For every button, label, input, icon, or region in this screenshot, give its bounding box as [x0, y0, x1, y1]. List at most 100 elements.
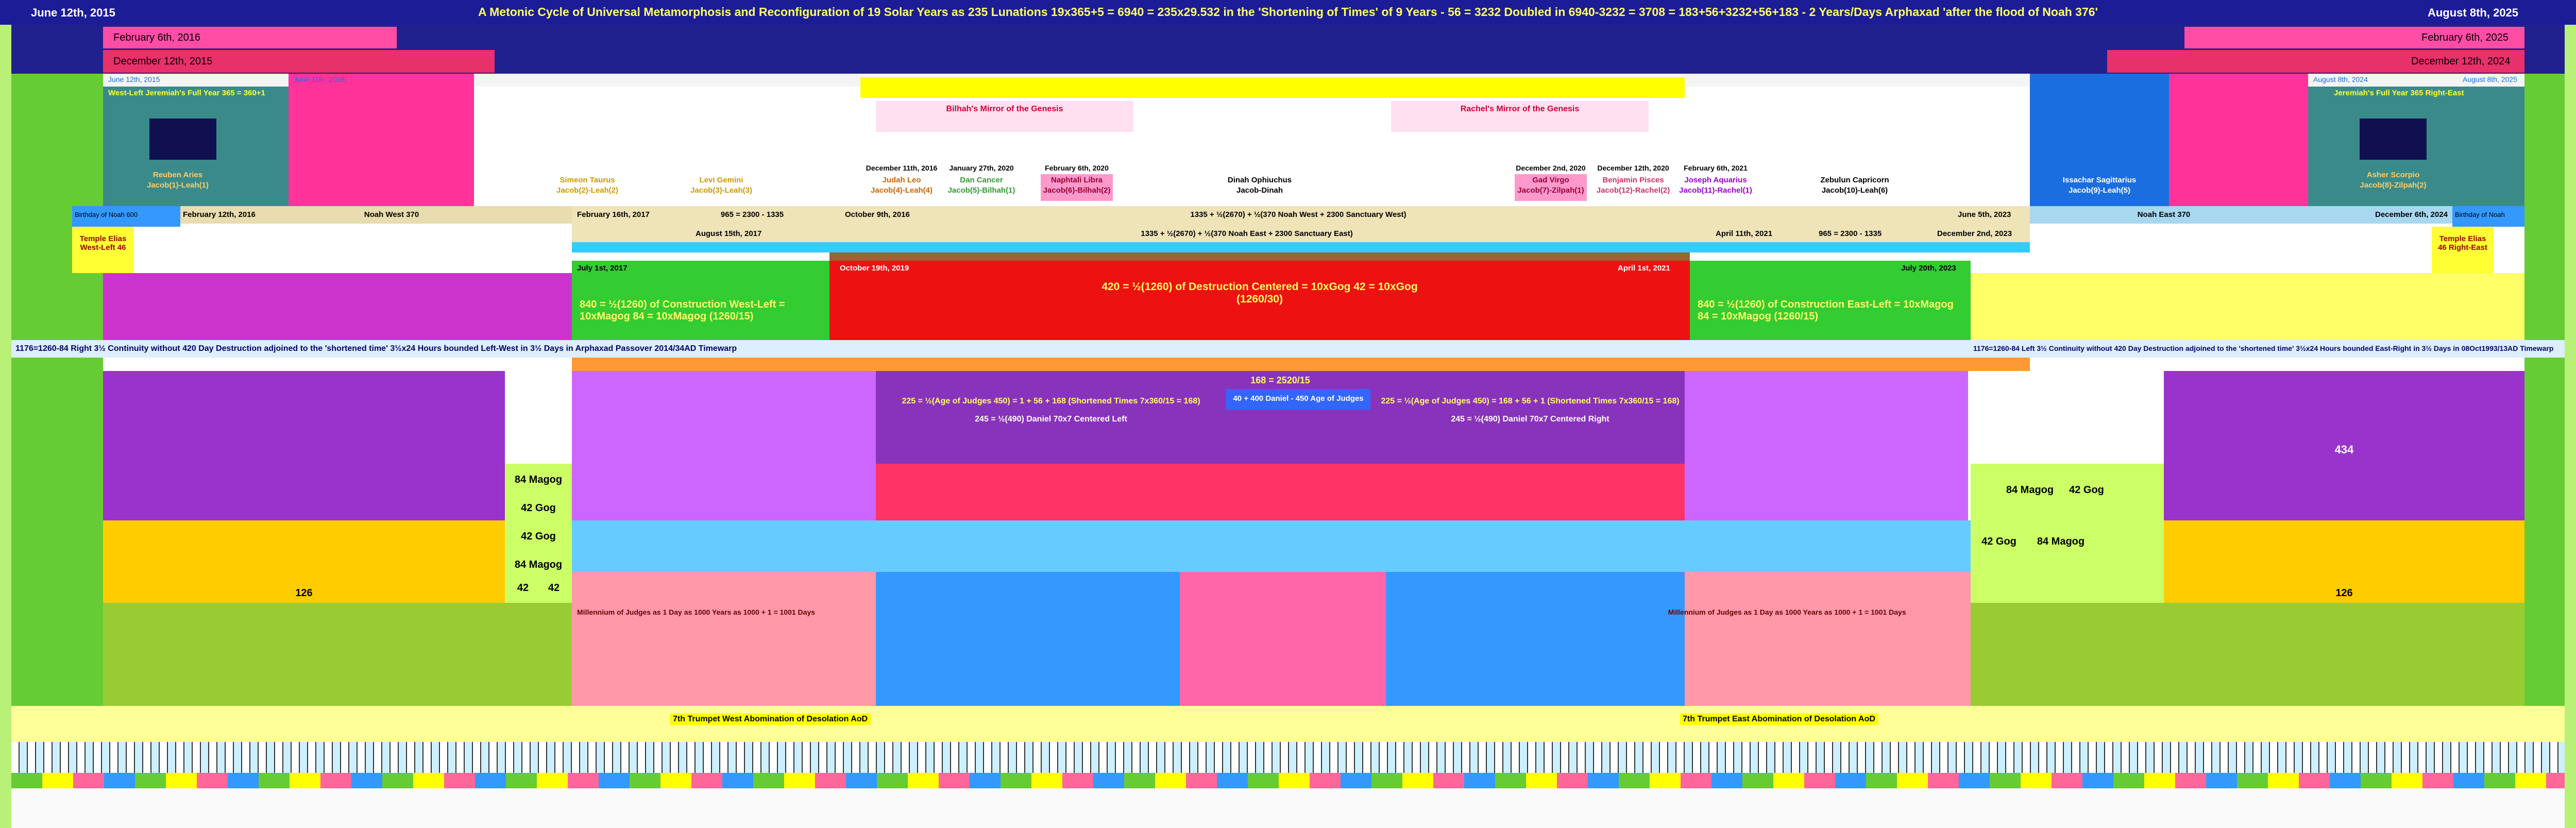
destruction-center: [829, 261, 1690, 348]
noah-label: 965 = 2300 - 1335: [720, 210, 784, 219]
tribe-parent: Jacob(4)-Leah(4): [870, 185, 933, 195]
birthday-box: [72, 206, 180, 227]
noah-label: February 16th, 2017: [577, 210, 650, 219]
construction-west: [572, 261, 829, 348]
date-bar: [103, 27, 397, 48]
noah-label: December 6th, 2024: [2375, 210, 2448, 219]
tribe-parent: Jacob(5)-Bilhah(1): [947, 185, 1015, 195]
mirror-cell: [876, 101, 1133, 132]
tribe: Zebulun Capricorn Jacob(10)-Leah(6): [1820, 175, 1889, 195]
trumpet-label: 7th Trumpet East Abomination of Desolati…: [1680, 714, 1878, 725]
tribe-name: Zebulun Capricorn: [1820, 176, 1889, 184]
olive-block: [103, 603, 572, 706]
tan-band: [180, 206, 572, 224]
tribe-date: February 6th, 2020: [1045, 164, 1109, 172]
date-label: August 8th, 2025: [2463, 75, 2517, 83]
magog-label: 84 Magog: [2037, 536, 2085, 547]
noah-label: June 5th, 2023: [1958, 210, 2011, 219]
edge-strip: [2565, 25, 2576, 828]
magog-label: 84 Magog: [514, 559, 563, 570]
edge-strip: [0, 25, 11, 828]
brown-band: [829, 252, 1690, 261]
violet-block: [572, 371, 876, 520]
purple-block: [2164, 371, 2524, 520]
magog-label: 84 Magog: [514, 474, 563, 485]
pink-block: [289, 74, 474, 206]
date-label: February 6th, 2025: [2421, 32, 2509, 43]
jeremiah-label: West-Left Jeremiah's Full Year 365 = 360…: [108, 89, 265, 97]
judges-box: [1226, 389, 1370, 410]
date-label: August 8th, 2024: [2313, 75, 2368, 83]
tribe-name: Judah Leo: [882, 176, 921, 184]
mirror-cell: [1391, 101, 1649, 132]
birthday-box: [2452, 206, 2524, 227]
magog-label: 42 Gog: [521, 531, 556, 542]
continuity-label: 1176=1260-84 Right 3½ Continuity without…: [15, 344, 737, 353]
cyan-block: [572, 520, 1971, 572]
tribe: Issachar Sagittarius Jacob(9)-Leah(5): [2063, 175, 2137, 195]
date-bar: [103, 50, 495, 73]
temple-box: [72, 227, 134, 273]
mirror-label: Rachel's Mirror of the Genesis: [1460, 105, 1580, 113]
tribe-name: Levi Gemini: [699, 176, 743, 184]
noah-label: 1335 + ½(2670) + ½(370 Noah West + 2300 …: [1190, 210, 1406, 219]
tribe: Asher Scorpio Jacob(8)-Zilpah(2): [2360, 170, 2426, 190]
violet-block: [1685, 371, 1968, 520]
tribe-name: Gad Virgo: [1532, 176, 1569, 184]
magog-label: 42 Gog: [1981, 536, 2016, 547]
tribe-name: Joseph Aquarius: [1684, 176, 1747, 184]
tribe: Naphtali Libra Jacob(6)-Bilhah(2): [1043, 175, 1111, 195]
tribe-name: Asher Scorpio: [2366, 171, 2420, 179]
continuity-band: [11, 340, 2565, 358]
olive-block: [1971, 603, 2524, 706]
sanctuary-label: April 11th, 2021: [1716, 229, 1773, 238]
magog-label: 42: [548, 582, 560, 594]
tribe: Dan Cancer Jacob(5)-Bilhah(1): [948, 175, 1015, 195]
tribe-parent: Jacob(1)-Leah(1): [146, 180, 209, 190]
left-column: [11, 25, 103, 736]
tan-band: [572, 206, 2030, 242]
cyan-band: [572, 242, 2030, 252]
date-label: February 6th, 2016: [113, 32, 200, 43]
purple-block: [103, 371, 505, 520]
header-left-date: June 12th, 2015: [31, 6, 115, 19]
magog-label: 42 Gog: [521, 502, 556, 514]
construction-east: 840 = ½(1260) of Construction East-Left …: [1698, 299, 1954, 322]
pink-block: [572, 572, 876, 706]
date-bar: [2184, 27, 2524, 48]
mirror-label: Bilhah's Mirror of the Genesis: [946, 105, 1063, 113]
center-pink: [1180, 572, 1386, 706]
header-right-date: August 8th, 2025: [2427, 6, 2519, 19]
judges-center: 40 + 400 Daniel - 450 Age of Judges: [1233, 394, 1364, 403]
tribe-name: Simeon Taurus: [560, 176, 615, 184]
title: A Metonic Cycle of Universal Metamorphos…: [478, 5, 2098, 19]
red-band: [876, 464, 1685, 520]
date-label: December 12th, 2024: [2411, 56, 2511, 67]
date-label: June 12th, 2015: [108, 75, 160, 83]
tribe-date: February 6th, 2021: [1684, 164, 1748, 172]
destruction-center: 420 = ½(1260) of Destruction Centered = …: [1101, 281, 1418, 306]
magog-label: 84 Magog: [2006, 484, 2054, 496]
tribe-date: December 11th, 2016: [866, 164, 938, 172]
jeremiah-label: Jeremiah's Full Year 365 Right-East: [2334, 89, 2464, 97]
blue-band: [2030, 206, 2452, 224]
construction-date: July 1st, 2017: [577, 264, 628, 273]
shortened-label: 168 = 2520/15: [1250, 375, 1310, 385]
yellow-block: [2164, 520, 2524, 603]
tribe-name: Issachar Sagittarius: [2062, 176, 2137, 184]
date-bar: [2107, 50, 2524, 73]
moab-box: [149, 119, 216, 160]
millennium-label: Millennium of Judges as 1 Day as 1000 Ye…: [577, 608, 816, 616]
temple-label: Temple Elias West-Left 46: [79, 234, 127, 252]
tribe: Benjamin Pisces Jacob(12)-Rachel(2): [1597, 175, 1670, 195]
tribe-parent: Jacob(3)-Leah(3): [690, 185, 753, 195]
daniel-right: 245 = ½(490) Daniel 70x7 Centered Right: [1451, 415, 1609, 424]
mirror-band: [860, 77, 1685, 98]
continuity-label: 1176=1260-84 Left 3½ Continuity without …: [1973, 344, 2554, 352]
tribe: Reuben Aries Jacob(1)-Leah(1): [147, 170, 209, 190]
tribe-name: Benjamin Pisces: [1602, 176, 1664, 184]
footer: [11, 788, 2565, 828]
construction-west: 840 = ½(1260) of Construction West-Left …: [580, 299, 785, 322]
tribe-date: December 12th, 2020: [1597, 164, 1669, 172]
